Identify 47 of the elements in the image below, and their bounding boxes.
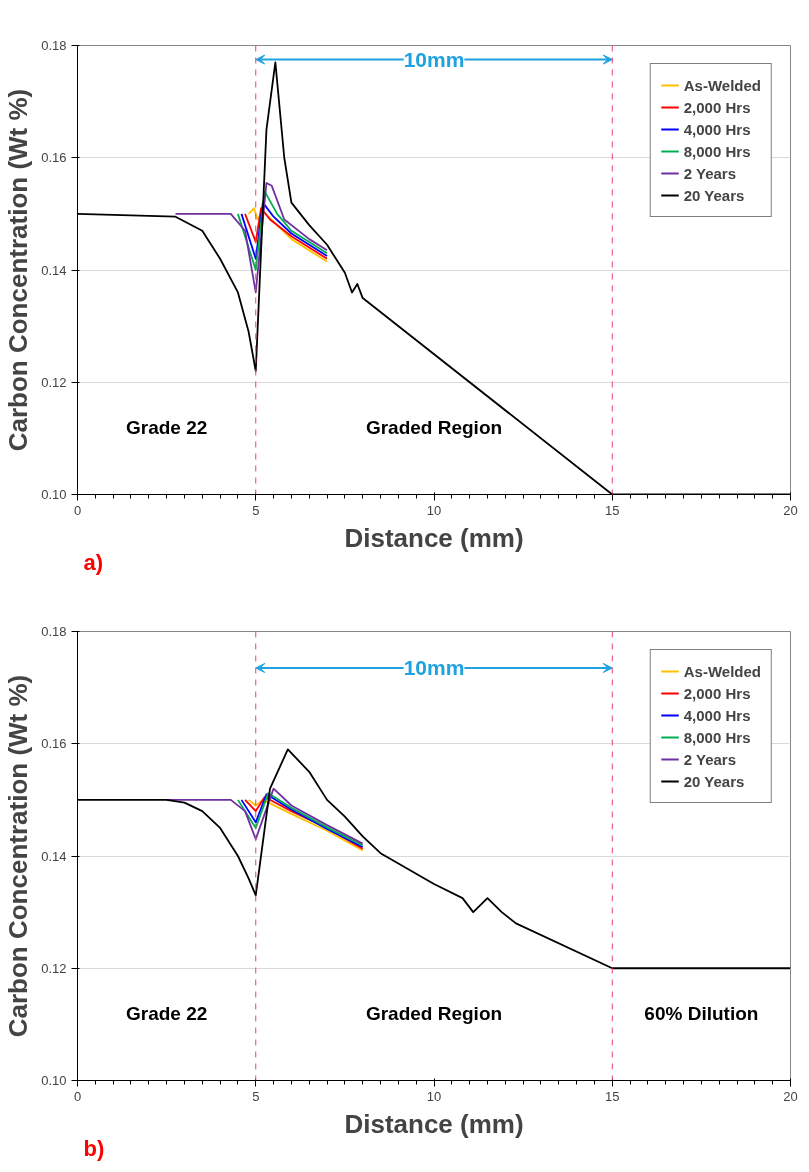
x-axis-title: Distance (mm) <box>344 1108 524 1139</box>
x-tick-label: 15 <box>605 502 620 518</box>
y-tick-label: 0.10 <box>41 1073 67 1088</box>
legend-label: 2 Years <box>683 749 737 770</box>
x-tick-label: 10 <box>426 1088 442 1104</box>
x-axis-title: Distance (mm) <box>344 522 524 553</box>
legend-label: 8,000 Hrs <box>683 141 751 162</box>
y-tick-label: 0.14 <box>41 848 67 864</box>
y-tick-label: 0.16 <box>41 150 67 166</box>
legend-label: 4,000 Hrs <box>683 119 751 140</box>
legend-label: 2,000 Hrs <box>683 97 751 118</box>
legend-label: 20 Years <box>683 185 745 206</box>
annotation: 60% Dilution <box>644 1002 759 1024</box>
legend-label: 2,000 Hrs <box>683 683 751 704</box>
x-tick-label: 0 <box>73 1088 82 1104</box>
y-tick-label: 0.10 <box>41 487 67 502</box>
y-tick-label: 0.18 <box>41 624 67 639</box>
annotation: Grade 22 <box>125 1002 208 1024</box>
y-tick-label: 0.12 <box>41 960 67 976</box>
legend-label: As-Welded <box>683 75 761 96</box>
x-tick-label: 0 <box>73 502 82 518</box>
y-tick-label: 0.18 <box>41 38 67 53</box>
annotation: Graded Region <box>365 1002 503 1024</box>
y-axis-title: Carbon Concentration (Wt %) <box>3 88 34 452</box>
y-tick-label: 0.12 <box>41 374 67 390</box>
y-axis-title: Carbon Concentration (Wt %) <box>3 674 34 1038</box>
x-tick-label: 15 <box>605 1088 620 1104</box>
text: b) <box>83 1135 105 1161</box>
text: a) <box>83 549 104 575</box>
legend-label: 2 Years <box>683 163 737 184</box>
annotation: 10mm <box>403 656 465 680</box>
annotation: Grade 22 <box>125 416 208 438</box>
line-series <box>237 190 328 271</box>
legend-label: 20 Years <box>683 771 745 792</box>
y-tick-label: 0.16 <box>41 736 67 752</box>
legend-label: As-Welded <box>683 661 761 682</box>
x-tick-label: 5 <box>252 1088 260 1104</box>
y-tick-label: 0.14 <box>41 262 67 278</box>
x-tick-label: 20 <box>783 1088 798 1104</box>
x-tick-label: 20 <box>783 502 798 518</box>
x-tick-label: 10 <box>426 502 442 518</box>
annotation: Graded Region <box>365 416 503 438</box>
legend-label: 4,000 Hrs <box>683 705 751 726</box>
legend-label: 8,000 Hrs <box>683 727 751 748</box>
x-tick-label: 5 <box>252 502 260 518</box>
line-series <box>174 182 328 294</box>
annotation: 10mm <box>403 48 465 72</box>
